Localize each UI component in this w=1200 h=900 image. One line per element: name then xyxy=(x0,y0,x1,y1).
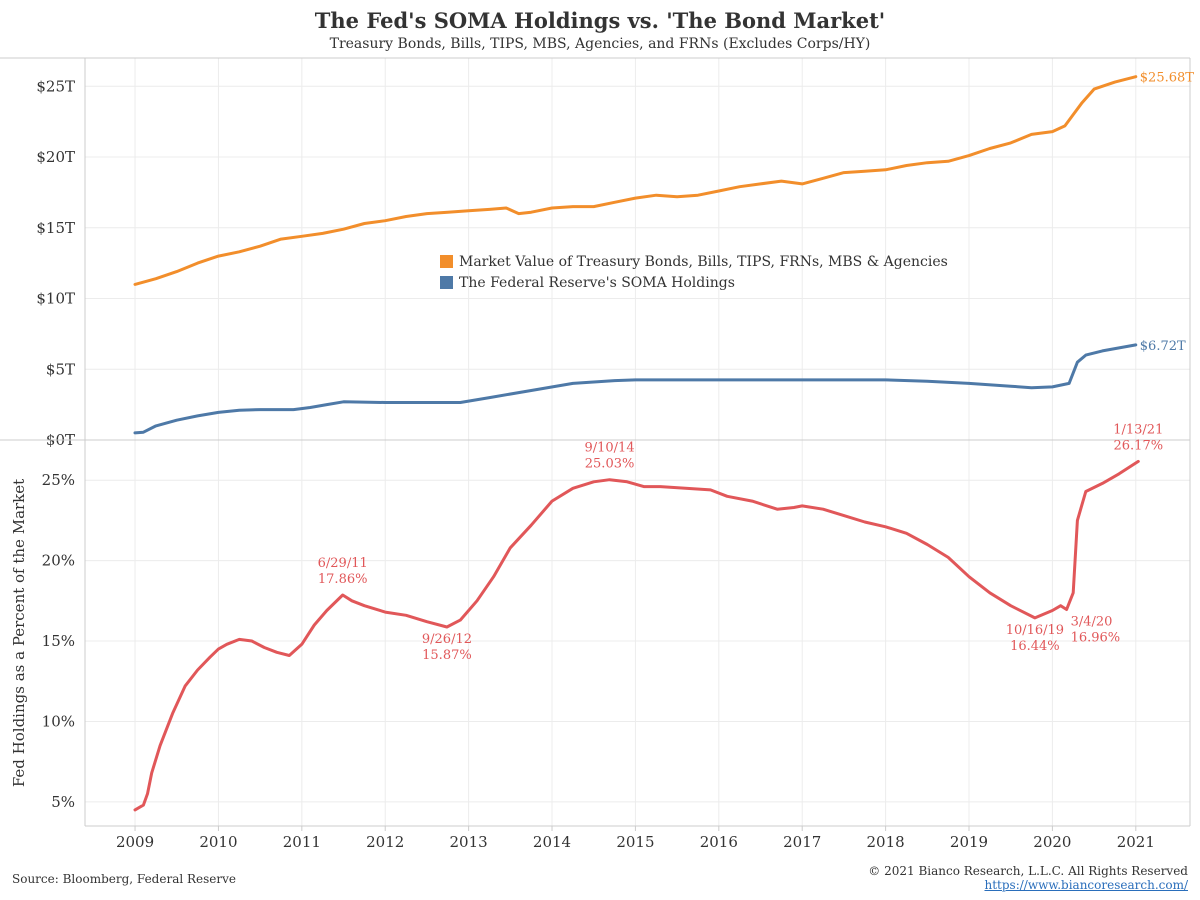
chart-subtitle: Treasury Bonds, Bills, TIPS, MBS, Agenci… xyxy=(329,36,871,52)
x-tick-label: 2019 xyxy=(950,833,988,851)
chart-canvas: $0T$5T$10T$15T$20T$25T5%10%15%20%25%2009… xyxy=(0,57,1194,851)
annotation-value: 16.96% xyxy=(1071,631,1121,646)
y-tick-label-top: $25T xyxy=(36,77,75,95)
x-tick-label: 2011 xyxy=(283,833,321,851)
y-tick-label-bottom: 20% xyxy=(42,552,75,570)
series-line-soma[interactable] xyxy=(133,343,1138,435)
annotation-value: 15.87% xyxy=(422,648,472,663)
source-note: Source: Bloomberg, Federal Reserve xyxy=(12,872,237,886)
x-tick-label: 2020 xyxy=(1033,833,1071,851)
x-tick-label: 2014 xyxy=(533,833,571,851)
y-tick-label-bottom: 25% xyxy=(42,471,75,489)
annotation-date: 3/4/20 xyxy=(1071,615,1113,630)
x-tick-label: 2021 xyxy=(1117,833,1155,851)
x-tick-label: 2009 xyxy=(116,833,154,851)
x-tick-label: 2013 xyxy=(450,833,488,851)
series-line-market[interactable] xyxy=(133,75,1138,286)
x-tick-label: 2017 xyxy=(783,833,821,851)
annotation-date: 6/29/11 xyxy=(318,556,368,571)
legend-item-soma[interactable]: The Federal Reserve's SOMA Holdings xyxy=(440,272,948,293)
annotation-date: 1/13/21 xyxy=(1113,422,1163,437)
legend-item-market[interactable]: Market Value of Treasury Bonds, Bills, T… xyxy=(440,251,948,272)
x-tick-label: 2010 xyxy=(199,833,237,851)
y-tick-label-bottom: 5% xyxy=(51,793,75,811)
y-tick-label-top: $10T xyxy=(36,290,75,308)
end-label-soma: $6.72T xyxy=(1140,339,1186,354)
x-tick-label: 2018 xyxy=(867,833,905,851)
y-tick-label-bottom: 15% xyxy=(42,632,75,650)
annotation-date: 10/16/19 xyxy=(1006,623,1064,638)
legend-swatch-soma xyxy=(440,276,453,289)
y-tick-label-top: $15T xyxy=(36,219,75,237)
y-tick-label-bottom: 10% xyxy=(42,712,75,730)
copyright-text: © 2021 Bianco Research, L.L.C. All Right… xyxy=(868,864,1188,878)
legend-swatch-market xyxy=(440,255,453,268)
annotation-value: 17.86% xyxy=(318,572,368,587)
annotation-value: 26.17% xyxy=(1114,438,1164,453)
end-label-market: $25.68T xyxy=(1140,71,1194,86)
y-tick-label-top: $5T xyxy=(46,360,75,378)
website-link[interactable]: https://www.biancoresearch.com/ xyxy=(984,878,1188,892)
chart-legend: Market Value of Treasury Bonds, Bills, T… xyxy=(440,251,948,293)
series-line-percent[interactable] xyxy=(133,459,1140,812)
annotation-value: 16.44% xyxy=(1010,639,1060,654)
x-tick-label: 2016 xyxy=(700,833,738,851)
copyright-block: © 2021 Bianco Research, L.L.C. All Right… xyxy=(868,864,1188,892)
y-tick-label-top: $20T xyxy=(36,148,75,166)
legend-label-market: Market Value of Treasury Bonds, Bills, T… xyxy=(459,253,948,270)
x-tick-label: 2015 xyxy=(616,833,654,851)
annotation-date: 9/10/14 xyxy=(584,441,634,456)
annotation-value: 25.03% xyxy=(585,457,635,472)
annotation-date: 9/26/12 xyxy=(422,632,472,647)
y-axis-title-bottom: Fed Holdings as a Percent of the Market xyxy=(10,479,28,787)
x-tick-label: 2012 xyxy=(366,833,404,851)
legend-label-soma: The Federal Reserve's SOMA Holdings xyxy=(459,274,735,291)
chart-title: The Fed's SOMA Holdings vs. 'The Bond Ma… xyxy=(314,8,886,33)
